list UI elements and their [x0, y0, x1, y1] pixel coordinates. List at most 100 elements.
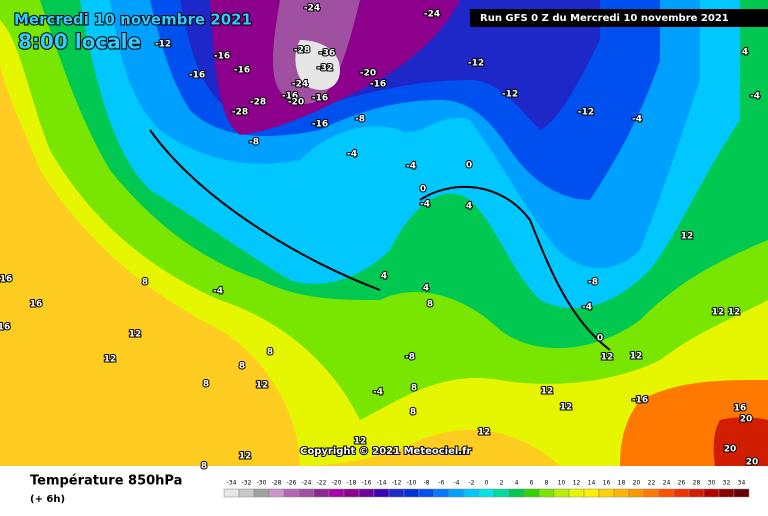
contour-label: -4 [582, 303, 592, 313]
contour-label: -16 [234, 66, 250, 76]
contour-label: -12 [578, 108, 594, 118]
contour-label: 16 [734, 404, 747, 414]
contour-label: 4 [381, 272, 387, 282]
scale-cell [358, 488, 375, 498]
scale-label: -4 [454, 480, 460, 487]
scale-label: 26 [678, 480, 686, 487]
contour-label: -12 [155, 40, 171, 50]
contour-label: 8 [427, 300, 433, 310]
scale-cell [298, 488, 315, 498]
time: 8:00 locale [18, 30, 141, 54]
scale-label: -10 [407, 480, 417, 487]
scale-cell [268, 488, 285, 498]
contour-label: 0 [466, 161, 472, 171]
contour-label: 12 [354, 437, 367, 447]
scale-label: -12 [392, 480, 402, 487]
contour-label: -4 [347, 150, 357, 160]
scale-cell [598, 488, 615, 498]
scale-cell [658, 488, 675, 498]
scale-label: -8 [424, 480, 430, 487]
contour-label: -24 [292, 80, 308, 90]
scale-cell [253, 488, 270, 498]
scale-cell [328, 488, 345, 498]
contour-labels: -24-24-12-16-16 -16-28 -36-32 -20-16-12-12-… [0, 3, 761, 473]
scale-label: 30 [708, 480, 716, 487]
scale-label: -16 [362, 480, 372, 487]
scale-label: 10 [558, 480, 566, 487]
footer-title: Température 850hPa [30, 474, 182, 489]
scale-cell [583, 488, 600, 498]
scale-label: 16 [603, 480, 611, 487]
contour-label: -4 [373, 388, 383, 398]
contour-label: 8 [201, 462, 207, 472]
contour-label: -36 [319, 49, 335, 59]
contour-label: -8 [249, 138, 259, 148]
scale-label: 32 [723, 480, 731, 487]
contour-label: -8 [405, 353, 415, 363]
contour-label: -4 [213, 287, 223, 297]
scale-cell [313, 488, 330, 498]
scale-cell [238, 488, 255, 498]
contour-label: 12 [560, 403, 573, 413]
contour-label: -20 [288, 98, 304, 108]
contour-label: -24 [424, 10, 440, 20]
contour-label: -20 [360, 69, 376, 79]
contour-label: 20 [740, 415, 753, 425]
scale-label: -32 [242, 480, 252, 487]
contour-label: 12 [728, 308, 741, 318]
scale-label: 14 [588, 480, 596, 487]
contour-label: 8 [411, 384, 417, 394]
scale-label: -18 [347, 480, 357, 487]
date: Mercredi 10 novembre 2021 [14, 11, 252, 29]
contour-label: 12 [681, 232, 694, 242]
scale-cell [418, 488, 435, 498]
scale-label: -14 [377, 480, 387, 487]
color-scale: -34 -32 -30 -28 -26 -24 -22 -20 -18 -16 -14 -12 -10-… [223, 480, 750, 498]
scale-label: 8 [545, 480, 549, 487]
contour-label: -16 [370, 80, 386, 90]
contour-label: 8 [142, 278, 148, 288]
scale-cell [673, 488, 690, 498]
contour-label: -4 [632, 115, 642, 125]
contour-label: 16 [0, 323, 10, 333]
scale-cell [703, 488, 720, 498]
contour-label: 12 [129, 330, 142, 340]
scale-cell [343, 488, 360, 498]
contour-label: 16 [0, 275, 12, 285]
run-box [470, 9, 768, 27]
scale-label: 0 [485, 480, 489, 487]
contour-label: 12 [478, 428, 491, 438]
contour-label: 4 [742, 48, 748, 58]
scale-cell [223, 488, 240, 498]
scale-cell [538, 488, 555, 498]
scale-label: -26 [287, 480, 297, 487]
scale-label: 4 [515, 480, 519, 487]
run-info: Run GFS 0 Z du Mercredi 10 novembre 2021 [480, 13, 729, 24]
contour-label: 0 [597, 334, 603, 344]
contour-label: -16 [214, 52, 230, 62]
scale-cell [388, 488, 405, 498]
scale-label: -34 [227, 480, 237, 487]
contour-label: 20 [746, 458, 759, 468]
contour-label: 0 [420, 185, 426, 195]
contour-label: -4 [406, 162, 416, 172]
scale-cell [568, 488, 585, 498]
contour-label: -8 [588, 278, 598, 288]
copyright: Copyright © 2021 Meteociel.fr [300, 446, 471, 457]
scale-cell [493, 488, 510, 498]
scale-cell [463, 488, 480, 498]
contour-label: -16 [312, 94, 328, 104]
scale-cell [478, 488, 495, 498]
scale-label: -22 [317, 480, 327, 487]
contour-label: 8 [203, 380, 209, 390]
contour-label: 12 [104, 355, 117, 365]
scale-cell [553, 488, 570, 498]
footer-step: (+ 6h) [30, 494, 65, 505]
scale-label: 24 [663, 480, 671, 487]
contour-label: -12 [502, 90, 518, 100]
scale-label: -2 [469, 480, 475, 487]
scale-label: 12 [573, 480, 581, 487]
contour-label: 12 [256, 381, 269, 391]
contour-label: -16 [189, 71, 205, 81]
